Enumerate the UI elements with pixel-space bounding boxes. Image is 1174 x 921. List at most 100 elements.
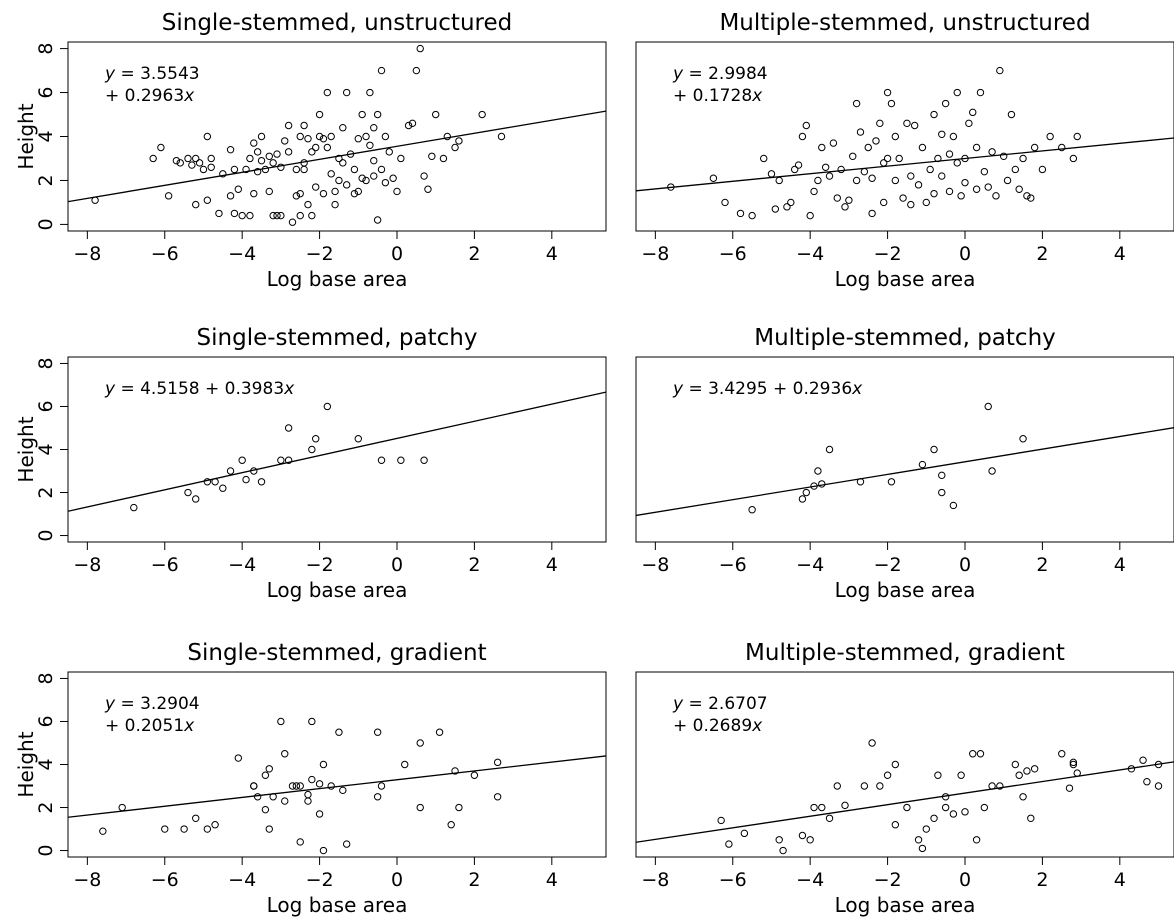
data-point: [385, 148, 393, 156]
data-point: [821, 163, 830, 171]
data-point: [969, 750, 977, 758]
data-point: [238, 211, 246, 220]
x-tick-label: −2: [306, 869, 334, 891]
regression-equation: + 0.2689x: [673, 716, 763, 736]
data-point: [1058, 143, 1066, 152]
data-point: [246, 154, 254, 163]
data-point: [814, 176, 822, 185]
x-tick-label: −4: [228, 554, 256, 576]
data-point: [219, 484, 227, 492]
data-point: [984, 402, 992, 411]
data-point: [775, 836, 783, 844]
data-point: [199, 165, 208, 174]
plot-area: [636, 402, 1174, 517]
data-point: [910, 121, 919, 130]
x-tick-label: 0: [959, 869, 971, 891]
data-point: [397, 456, 405, 464]
data-point: [841, 801, 849, 810]
data-point: [856, 128, 865, 136]
data-point: [825, 814, 834, 822]
data-point: [918, 844, 927, 853]
x-tick-label: −8: [641, 554, 669, 576]
data-point: [790, 165, 799, 174]
plot-area: [68, 391, 606, 512]
data-point: [938, 488, 946, 497]
x-tick-label: 4: [1114, 554, 1126, 576]
data-point: [887, 478, 896, 486]
data-point: [802, 121, 811, 130]
panel-2: Multiple-stemmed, unstructured −8 −6 −4 −2 0 2…: [635, 10, 1174, 291]
data-point: [346, 150, 355, 158]
data-point: [315, 132, 324, 141]
x-tick-label: −4: [228, 869, 256, 891]
data-point: [416, 44, 424, 53]
data-point: [215, 209, 223, 218]
data-point: [980, 167, 989, 176]
data-point: [806, 836, 814, 844]
data-point: [930, 110, 938, 119]
x-tick-label: −6: [151, 869, 179, 891]
data-point: [277, 717, 285, 726]
data-point: [431, 110, 440, 119]
data-point: [261, 771, 270, 779]
data-point: [246, 211, 254, 220]
data-point: [370, 172, 378, 180]
x-tick-label: 0: [959, 554, 971, 576]
data-point: [1027, 194, 1035, 202]
x-tick-label: 0: [391, 869, 403, 891]
data-point: [373, 110, 382, 119]
data-point: [709, 174, 718, 182]
x-tick-label: 2: [468, 869, 480, 891]
data-point: [323, 402, 332, 411]
data-point: [945, 187, 954, 196]
data-point: [493, 793, 502, 801]
panel-title: Single-stemmed, unstructured: [162, 10, 512, 36]
data-point: [907, 200, 915, 209]
panel-title: Multiple-stemmed, patchy: [754, 325, 1056, 351]
data-point: [478, 110, 486, 119]
data-point: [335, 154, 343, 163]
data-point: [315, 110, 324, 119]
data-point: [242, 475, 250, 484]
x-tick-label: −4: [796, 243, 824, 265]
data-point: [988, 782, 996, 790]
data-point: [300, 165, 308, 174]
data-point: [1023, 767, 1031, 775]
panel-1: Single-stemmed, unstructured −8 −6 −4 −2 0 2 4 L…: [14, 10, 607, 291]
data-point: [748, 506, 756, 514]
data-point: [284, 456, 293, 464]
data-point: [767, 170, 776, 178]
x-tick-label: 2: [468, 554, 480, 576]
regression-equation: + 0.2051x: [105, 716, 195, 736]
data-point: [918, 460, 927, 469]
data-point: [192, 154, 200, 163]
data-point: [319, 846, 328, 855]
data-point: [342, 840, 351, 848]
data-point: [288, 218, 297, 226]
data-point: [493, 758, 502, 767]
data-point: [257, 132, 266, 141]
x-tick-label: −8: [73, 243, 101, 265]
data-point: [250, 189, 258, 198]
data-point: [257, 156, 266, 165]
data-point: [373, 793, 382, 801]
data-point: [265, 825, 273, 833]
regression-line: [68, 755, 606, 818]
data-point: [899, 194, 907, 202]
data-point: [339, 124, 347, 132]
data-point: [180, 825, 188, 833]
data-point: [261, 165, 270, 174]
data-point: [91, 196, 99, 204]
data-point: [802, 488, 811, 497]
x-tick-label: −2: [306, 554, 334, 576]
data-point: [362, 132, 370, 141]
data-point: [308, 148, 316, 156]
data-point: [818, 480, 826, 488]
data-point: [876, 119, 884, 128]
data-point: [358, 174, 366, 182]
data-point: [435, 728, 444, 736]
data-point: [281, 137, 289, 145]
data-point: [416, 739, 424, 747]
data-point: [903, 803, 911, 812]
data-point: [172, 156, 181, 165]
